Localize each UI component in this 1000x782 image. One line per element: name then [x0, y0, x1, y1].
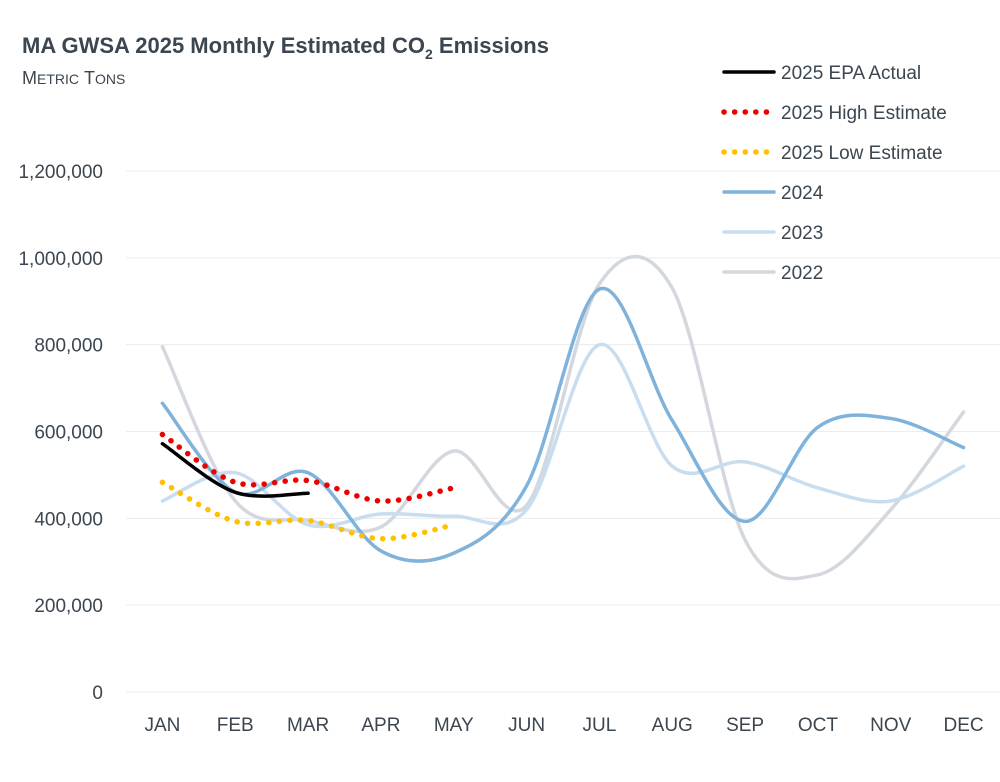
y-tick-label: 1,200,000 [18, 162, 103, 183]
x-axis-ticks: JAN FEB MAR APR MAY JUN JUL AUG SEP OCT NOV DEC [144, 715, 983, 736]
x-tick-label: MAY [434, 715, 474, 736]
y-tick-label: 400,000 [34, 509, 103, 530]
series-lines [159, 254, 966, 581]
series-line-2025-high-estimate [159, 431, 457, 504]
chart-subtitle: METRIC TONS [22, 68, 125, 88]
y-tick-label: 800,000 [34, 336, 103, 357]
y-tick-label: 600,000 [34, 423, 103, 444]
x-tick-label: SEP [726, 715, 764, 736]
gridlines [126, 170, 1000, 693]
y-tick-label: 1,000,000 [18, 249, 103, 270]
x-tick-label: OCT [798, 715, 839, 736]
title-subscript: 2 [425, 46, 433, 62]
legend-label: 2025 Low Estimate [781, 143, 943, 164]
x-tick-label: MAR [287, 715, 329, 736]
x-tick-label: APR [361, 715, 400, 736]
series-line-2024 [160, 286, 966, 563]
x-tick-label: DEC [944, 715, 984, 736]
chart-title: MA GWSA 2025 Monthly Estimated CO2 Emiss… [22, 33, 549, 62]
series-line-2025-epa-actual [160, 441, 310, 498]
legend: 2025 EPA Actual 2025 High Estimate 2025 Lo… [721, 63, 947, 284]
x-tick-label: AUG [652, 715, 693, 736]
legend-label: 2025 EPA Actual [781, 63, 921, 84]
x-tick-label: JUL [583, 715, 617, 736]
y-tick-label: 0 [92, 683, 103, 704]
series-line-2025-low-estimate [159, 479, 457, 542]
x-tick-label: JUN [508, 715, 545, 736]
legend-label: 2022 [781, 263, 823, 284]
legend-label: 2025 High Estimate [781, 103, 947, 124]
y-axis-ticks: 0 200,000 400,000 600,000 800,000 1,000,000 1,… [18, 162, 103, 704]
x-tick-label: FEB [217, 715, 254, 736]
legend-label: 2024 [781, 183, 824, 204]
series-line-2023 [160, 342, 966, 529]
y-tick-label: 200,000 [34, 596, 103, 617]
legend-label: 2023 [781, 223, 823, 244]
x-tick-label: NOV [870, 715, 912, 736]
x-tick-label: JAN [144, 715, 180, 736]
